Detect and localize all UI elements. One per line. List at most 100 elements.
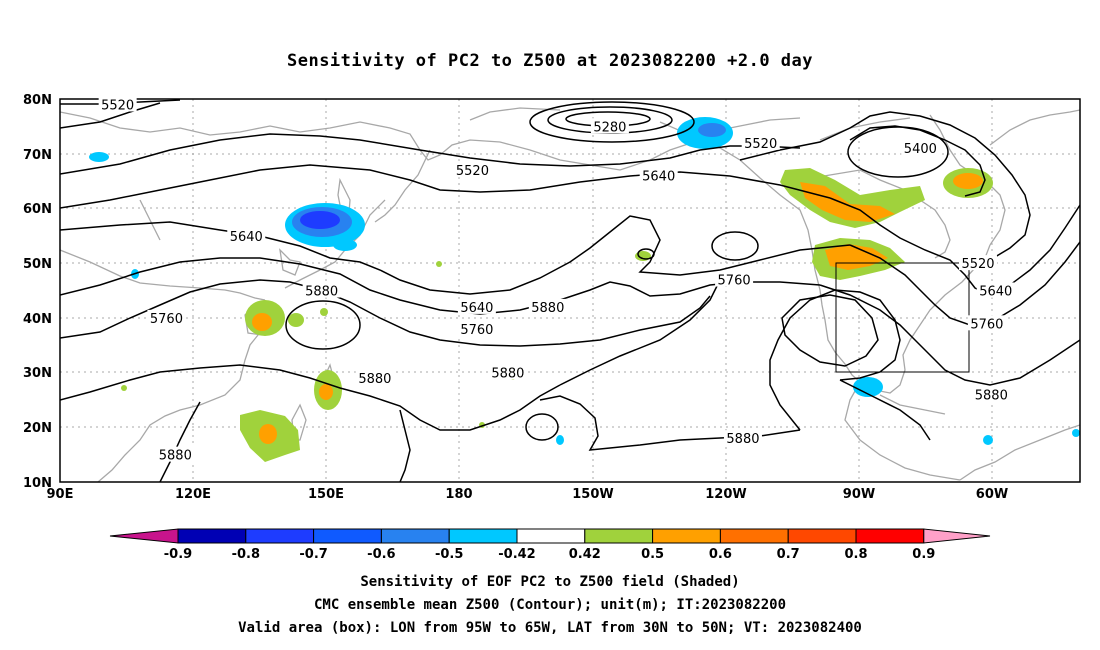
contour-label: 5760	[970, 317, 1003, 332]
contour-label-bg	[715, 271, 754, 287]
lat-tick-label: 50N	[23, 257, 52, 272]
colorbar-label: 0.7	[777, 547, 800, 562]
lon-tick-label: 150W	[572, 487, 613, 502]
contour-label-bg	[590, 118, 629, 134]
contour-label: 5880	[358, 372, 391, 387]
contour-label-bg	[98, 96, 137, 112]
negative-sensitivity-area	[1072, 429, 1080, 437]
lat-tick-label: 80N	[23, 93, 52, 108]
colorbar-segment	[177, 528, 247, 544]
positive-sensitivity-area	[436, 261, 442, 267]
negative-sensitivity-area	[853, 377, 883, 397]
colorbar-label: 0.9	[912, 547, 935, 562]
colorbar-high-arrow	[923, 528, 991, 544]
contour-labels: 5520 5280 5520 5400 5520 5640 5640 5880 5760 5640…	[98, 96, 1015, 464]
lat-tick-label: 30N	[23, 366, 52, 381]
colorbar-segment	[787, 528, 857, 544]
contour-label: 5640	[979, 285, 1012, 300]
contour-label: 5880	[305, 285, 338, 300]
colorbar-segment	[855, 528, 925, 544]
sensitivity-shading	[89, 117, 1080, 462]
map-grid	[60, 99, 1080, 482]
negative-sensitivity-area	[89, 152, 109, 162]
contour-label: 5880	[491, 367, 524, 382]
contour-label-bg	[967, 315, 1006, 331]
contour-label-bg	[156, 446, 195, 462]
map-frame	[59, 98, 1081, 483]
lon-axis-labels: 90E 120E 150E 180 150W 120W 90W 60W	[47, 487, 1009, 502]
lon-tick-label: 150E	[308, 487, 344, 502]
colorbar-label: -0.8	[232, 547, 260, 562]
colorbar-label: -0.5	[435, 547, 463, 562]
coastlines	[60, 107, 1080, 482]
contour-label-bg	[453, 162, 492, 178]
contour-label: 5520	[101, 98, 134, 113]
contour-label: 5640	[460, 301, 493, 316]
caption-shading: Sensitivity of EOF PC2 to Z500 field (Sh…	[360, 574, 740, 590]
lon-tick-label: 60W	[976, 487, 1008, 502]
lat-tick-label: 70N	[23, 148, 52, 163]
colorbar-label: 0.5	[641, 547, 664, 562]
contour-label-bg	[901, 140, 940, 156]
contour-label-bg	[457, 298, 496, 314]
contour-label-bg	[355, 370, 394, 386]
contour-label: 5880	[531, 301, 564, 316]
positive-sensitivity-area	[252, 313, 272, 331]
colorbar-segment	[584, 528, 654, 544]
colorbar-label: -0.7	[299, 547, 327, 562]
contour-label: 5640	[230, 230, 263, 245]
contour-label: 5520	[961, 257, 994, 272]
contour-label-bg	[976, 282, 1015, 298]
lon-tick-label: 180	[445, 487, 472, 502]
colorbar-label: 0.8	[844, 547, 867, 562]
colorbar-segment	[313, 528, 382, 544]
colorbar-low-arrow	[109, 528, 179, 544]
contour-label-bg	[639, 167, 678, 183]
colorbar-segment	[245, 528, 315, 544]
colorbar-label: 0.6	[709, 547, 732, 562]
positive-sensitivity-area	[800, 182, 895, 222]
lat-tick-label: 20N	[23, 421, 52, 436]
lon-tick-label: 90E	[47, 487, 74, 502]
lat-tick-label: 60N	[23, 202, 52, 217]
contour-label-bg	[972, 386, 1011, 402]
contour-label: 5640	[642, 170, 675, 185]
negative-sensitivity-area	[983, 435, 993, 445]
contour-label: 5760	[150, 312, 183, 327]
contour-label-bg	[302, 282, 341, 298]
colorbar-segment	[719, 528, 789, 544]
contour-label: 5880	[159, 449, 192, 464]
contour-label-bg	[959, 255, 997, 271]
map-title: Sensitivity of PC2 to Z500 at 2023082200…	[286, 51, 813, 71]
contour-label-bg	[488, 364, 527, 380]
positive-sensitivity-area	[319, 384, 333, 400]
lat-tick-label: 40N	[23, 312, 52, 327]
positive-sensitivity-area	[953, 173, 983, 189]
caption-contour: CMC ensemble mean Z500 (Contour); unit(m…	[313, 597, 786, 613]
contour-label: 5880	[726, 432, 759, 447]
negative-sensitivity-area	[556, 435, 564, 445]
contour-label: 5280	[593, 120, 626, 135]
colorbar-segment	[448, 528, 518, 544]
contour-label: 5520	[744, 137, 777, 152]
negative-sensitivity-area	[333, 239, 357, 251]
negative-sensitivity-area	[698, 123, 726, 137]
lon-tick-label: 120E	[175, 487, 211, 502]
colorbar-segment	[516, 528, 586, 544]
contour-label-bg	[723, 430, 762, 446]
positive-sensitivity-area	[288, 313, 304, 327]
negative-sensitivity-area	[300, 211, 340, 229]
lon-tick-label: 90W	[843, 487, 875, 502]
colorbar-label: -0.6	[367, 547, 395, 562]
contour-label: 5400	[904, 142, 937, 157]
contour-label-bg	[227, 227, 266, 243]
contour-label: 5760	[460, 323, 493, 338]
contour-label-bg	[741, 134, 780, 150]
z500-contours	[60, 99, 1080, 482]
contour-label-bg	[457, 320, 496, 336]
colorbar-segment	[652, 528, 721, 544]
contour-label: 5760	[718, 274, 751, 289]
colorbar-label: 0.42	[569, 547, 601, 562]
positive-sensitivity-area	[259, 424, 277, 444]
